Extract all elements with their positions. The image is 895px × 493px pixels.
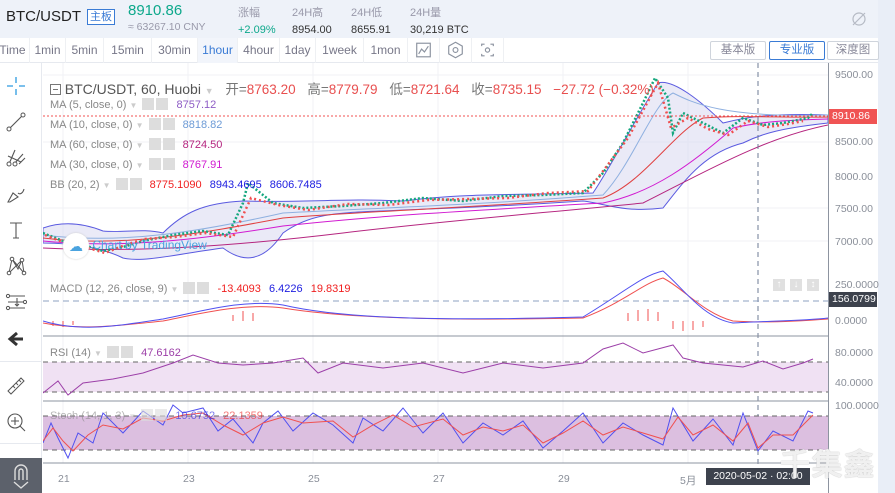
main-legend: BTC/USDT, 60, Huobi ▼ 开=8763.20 高=8779.7…	[50, 78, 654, 98]
chart-type-icon[interactable]	[408, 38, 440, 63]
board-badge[interactable]: 主板	[87, 9, 115, 25]
back-arrow-icon[interactable]	[5, 328, 27, 350]
ma10-legend[interactable]: MA (10, close, 0) ▼ 8818.82	[50, 118, 223, 131]
close-icon[interactable]	[162, 138, 175, 150]
interval-1week[interactable]: 1week	[316, 38, 364, 63]
close-icon[interactable]	[197, 282, 210, 294]
close-icon[interactable]	[121, 346, 134, 358]
basic-version-button[interactable]: 基本版	[710, 41, 766, 60]
time-label: 21	[58, 473, 70, 485]
time-label: 27	[433, 473, 445, 485]
ma5-legend[interactable]: MA (5, close, 0) ▼ 8757.12	[50, 98, 217, 111]
interval-toolbar: Time 1min 5min 15min 30min 1hour 4hour 1…	[0, 38, 879, 63]
time-label: 25	[308, 473, 320, 485]
pitchfork-icon[interactable]	[5, 146, 27, 168]
settings-icon[interactable]	[107, 346, 120, 358]
bb-legend[interactable]: BB (20, 2) ▼ 8775.1090 8943.4695 8606.74…	[50, 178, 322, 191]
brush-icon[interactable]	[5, 183, 27, 205]
stoch-legend[interactable]: Stoch (14, 1, 3) ▼ 19.6752 22.1359	[50, 409, 263, 422]
last-price: 8910.86	[128, 2, 183, 19]
magnet-button[interactable]	[0, 458, 42, 493]
interval-time[interactable]: Time	[0, 38, 30, 63]
interval-15min[interactable]: 15min	[104, 38, 152, 63]
tradingview-watermark[interactable]: ☁ Chart by TradingView	[63, 233, 207, 259]
stat-change: 涨幅 +2.09%	[238, 7, 276, 36]
close-icon[interactable]	[156, 98, 169, 110]
crosshair-icon[interactable]	[5, 75, 27, 97]
change-value: −27.72 (−0.32%)	[553, 82, 654, 97]
prediction-icon[interactable]	[5, 291, 27, 313]
settings-icon[interactable]	[148, 118, 161, 130]
scale-fit-button[interactable]: ↕	[807, 279, 819, 291]
settings-icon[interactable]	[115, 178, 128, 190]
symbol-title[interactable]: BTC/USDT, 60, Huobi	[64, 81, 201, 97]
settings-icon[interactable]	[141, 409, 154, 421]
magnet-icon	[13, 464, 29, 489]
stat-volume: 24H量 30,219 BTC	[410, 7, 469, 36]
interval-1mon[interactable]: 1mon	[364, 38, 408, 63]
interval-1day[interactable]: 1day	[280, 38, 316, 63]
interval-1hour[interactable]: 1hour	[198, 38, 238, 63]
scale-down-button[interactable]: ↓	[790, 279, 802, 291]
ticker-header: BTC/USDT 主板 8910.86 ≈ 63267.10 CNY 涨幅 +2…	[0, 0, 878, 38]
trendline-icon[interactable]	[5, 111, 27, 133]
macd-value-tag: 156.0799	[829, 292, 877, 307]
price-axis[interactable]: 9500.00 8500.00 8000.00 7500.00 7000.00 …	[828, 63, 879, 493]
chevron-down-icon[interactable]: ▼	[204, 86, 214, 96]
current-price-tag: 8910.86	[829, 109, 877, 124]
drawing-toolbar	[0, 63, 42, 493]
pro-version-button[interactable]: 专业版	[769, 41, 825, 60]
settings-icon[interactable]	[148, 138, 161, 150]
pattern-icon[interactable]	[5, 255, 27, 277]
site-watermark: 千集鑫	[780, 449, 876, 482]
collapse-icon[interactable]	[50, 84, 61, 95]
tradingview-logo-icon: ☁	[63, 233, 89, 259]
text-icon[interactable]	[5, 219, 27, 241]
interval-4hour[interactable]: 4hour	[238, 38, 280, 63]
price-chart[interactable]	[43, 63, 828, 493]
close-icon[interactable]	[162, 158, 175, 170]
sidebar-divider	[0, 443, 42, 444]
sidebar-divider	[0, 361, 42, 362]
crosshair-time-tag: 2020-05-02 · 02:00	[706, 468, 810, 485]
time-label: 23	[183, 473, 195, 485]
eye-slash-icon[interactable]	[850, 10, 868, 28]
settings-hexagon-icon[interactable]	[440, 38, 472, 63]
depth-chart-button[interactable]: 深度图	[827, 41, 879, 60]
close-icon[interactable]	[129, 178, 142, 190]
cny-price: ≈ 63267.10 CNY	[128, 21, 206, 33]
stat-high: 24H高 8954.00	[292, 7, 332, 36]
time-label: 29	[558, 473, 570, 485]
right-scrollbar[interactable]	[878, 0, 895, 493]
interval-5min[interactable]: 5min	[66, 38, 104, 63]
macd-legend[interactable]: MACD (12, 26, close, 9) ▼ -13.4093 6.422…	[50, 282, 351, 295]
stat-low: 24H低 8655.91	[351, 7, 391, 36]
settings-icon[interactable]	[183, 282, 196, 294]
ma60-legend[interactable]: MA (60, close, 0) ▼ 8724.50	[50, 138, 223, 151]
pair-title: BTC/USDT	[6, 8, 81, 25]
interval-1min[interactable]: 1min	[30, 38, 66, 63]
rsi-legend[interactable]: RSI (14) ▼ 47.6162	[50, 346, 181, 359]
close-icon[interactable]	[162, 118, 175, 130]
zoom-in-icon[interactable]	[5, 411, 27, 433]
close-icon[interactable]	[155, 409, 168, 421]
ma30-legend[interactable]: MA (30, close, 0) ▼ 8767.91	[50, 158, 223, 171]
scale-up-button[interactable]: ↑	[773, 279, 785, 291]
settings-icon[interactable]	[142, 98, 155, 110]
settings-icon[interactable]	[148, 158, 161, 170]
screenshot-icon[interactable]	[472, 38, 504, 63]
time-label: 5月	[680, 475, 697, 487]
ruler-icon[interactable]	[5, 375, 27, 397]
interval-30min[interactable]: 30min	[152, 38, 198, 63]
